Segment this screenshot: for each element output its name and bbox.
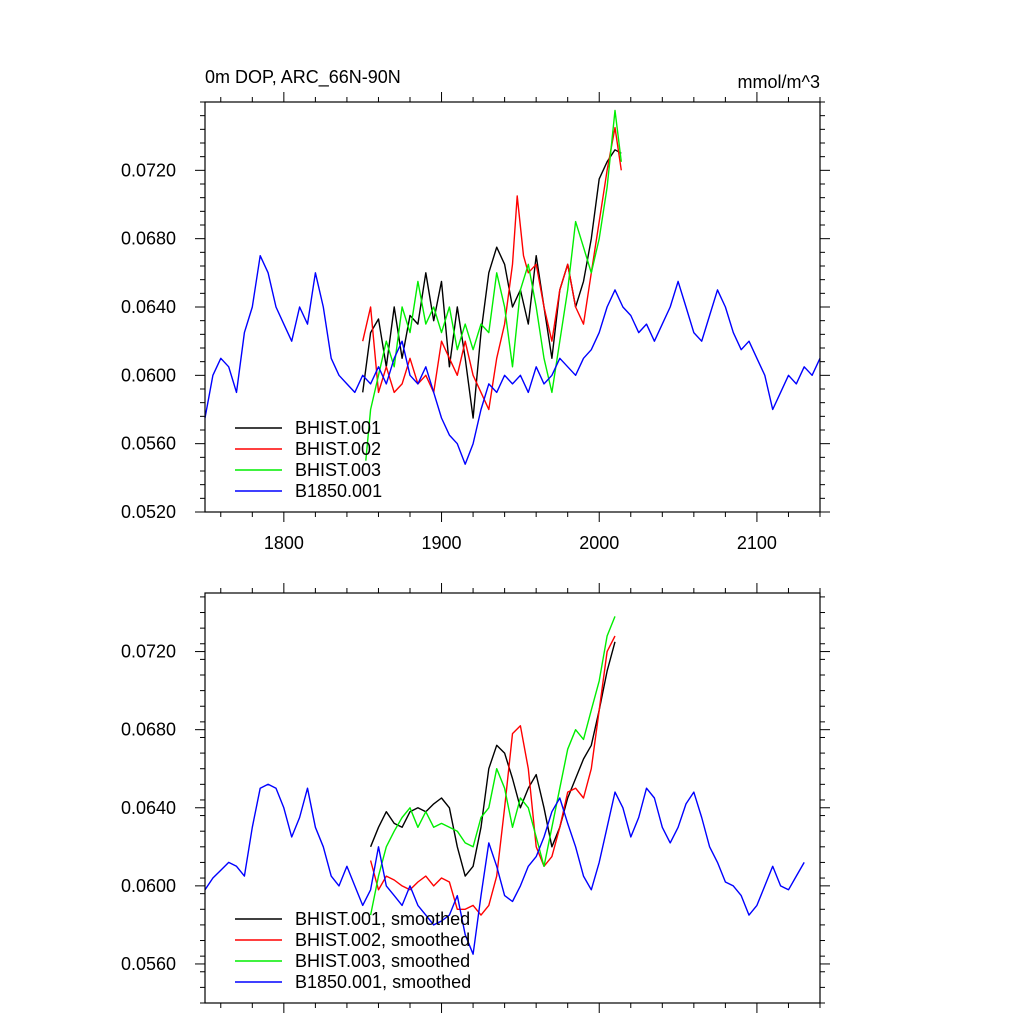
x-tick-label: 2100	[737, 533, 777, 553]
x-tick-label: 2000	[579, 533, 619, 553]
legend-label: BHIST.002	[295, 439, 381, 459]
legend-label: BHIST.001, smoothed	[295, 909, 470, 929]
top-axis-ticks: 1800 1900 2000 2100 0.0520 0.0560 0.0600 0.0640…	[121, 92, 830, 553]
y-tick-label: 0.0520	[121, 502, 176, 522]
y-tick-label: 0.0680	[121, 229, 176, 249]
y-tick-label: 0.0640	[121, 297, 176, 317]
top-series-group	[204, 109, 821, 465]
chart-title: 0m DOP, ARC_66N-90N	[205, 67, 401, 88]
bottom-panel: 0.0560 0.0600 0.0640 0.0680 0.0720 BHIST.001…	[121, 583, 830, 1013]
top-plot-frame	[204, 101, 821, 513]
series-line-2	[369, 616, 616, 916]
legend-label: BHIST.002, smoothed	[295, 930, 470, 950]
bottom-plot-frame	[204, 592, 821, 1004]
series-line-3	[204, 783, 805, 955]
x-tick-label: 1800	[264, 533, 304, 553]
legend-label: BHIST.001	[295, 418, 381, 438]
y-tick-label: 0.0720	[121, 642, 176, 662]
bottom-series-group	[204, 616, 805, 955]
legend-label: B1850.001, smoothed	[295, 972, 471, 992]
series-line-1	[369, 635, 616, 916]
series-line-0	[362, 149, 622, 419]
y-tick-label: 0.0640	[121, 798, 176, 818]
bottom-axis-ticks: 0.0560 0.0600 0.0640 0.0680 0.0720	[121, 583, 830, 1013]
legend-label: BHIST.003	[295, 460, 381, 480]
y-tick-label: 0.0560	[121, 954, 176, 974]
series-line-0	[369, 641, 616, 877]
y-tick-label: 0.0600	[121, 365, 176, 385]
units-label: mmol/m^3	[738, 72, 820, 92]
y-tick-label: 0.0720	[121, 160, 176, 180]
legend-label: B1850.001	[295, 481, 382, 501]
y-tick-label: 0.0560	[121, 434, 176, 454]
legend-label: BHIST.003, smoothed	[295, 951, 470, 971]
y-tick-label: 0.0680	[121, 720, 176, 740]
top-panel: 0m DOP, ARC_66N-90N mmol/m^3 1800 1900 200…	[121, 67, 830, 553]
series-line-1	[362, 126, 622, 411]
y-tick-label: 0.0600	[121, 876, 176, 896]
series-line-3	[204, 254, 821, 465]
x-tick-label: 1900	[422, 533, 462, 553]
series-line-2	[365, 109, 622, 461]
